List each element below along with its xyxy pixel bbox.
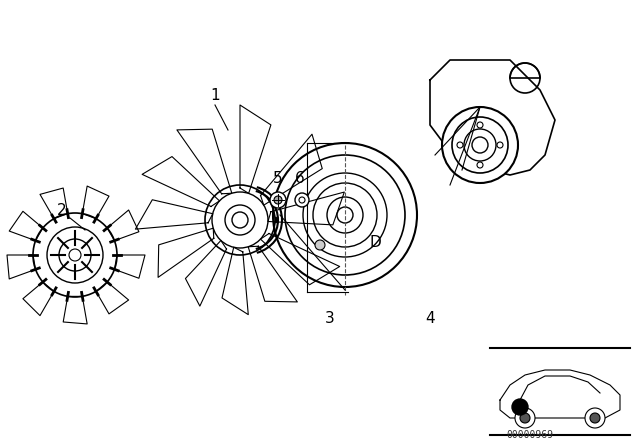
Circle shape [315,240,325,250]
Circle shape [590,413,600,423]
Circle shape [337,207,353,223]
Circle shape [477,162,483,168]
Circle shape [295,193,309,207]
Circle shape [270,192,286,208]
Circle shape [477,122,483,128]
Circle shape [520,413,530,423]
Circle shape [442,107,518,183]
Circle shape [457,142,463,148]
Text: 5: 5 [273,171,283,185]
Circle shape [472,137,488,153]
Circle shape [274,196,282,204]
Text: 3: 3 [325,310,335,326]
Circle shape [515,408,535,428]
Circle shape [33,213,117,297]
Text: 1: 1 [210,87,220,103]
Circle shape [69,249,81,261]
Circle shape [299,197,305,203]
Text: 4: 4 [425,310,435,326]
Text: 00000969: 00000969 [506,430,554,440]
Text: D: D [369,234,381,250]
Circle shape [497,142,503,148]
Circle shape [232,212,248,228]
Circle shape [512,399,528,415]
Text: 2: 2 [57,202,67,217]
Circle shape [585,408,605,428]
Text: 6: 6 [295,171,305,185]
